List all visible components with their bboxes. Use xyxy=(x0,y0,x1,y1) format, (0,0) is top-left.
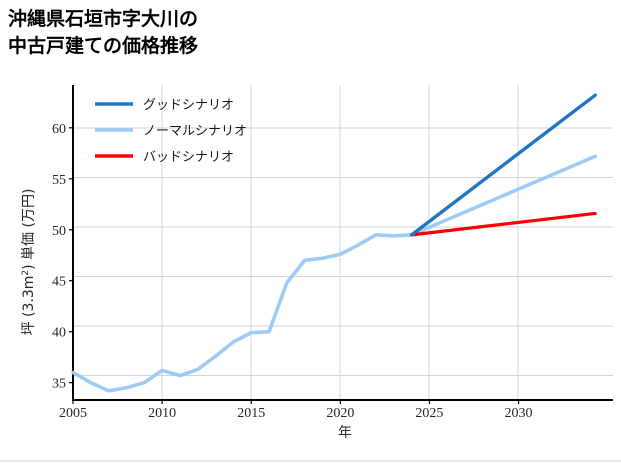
x-axis-title: 年 xyxy=(338,425,352,441)
y-axis-title-part1: 坪 (3.3m xyxy=(21,276,37,336)
chart-title-line1: 沖縄県石垣市字大川の xyxy=(8,9,199,30)
y-axis-title-part3: ) 単価 (万円) xyxy=(21,189,37,270)
chart-title: 沖縄県石垣市字大川の 中古戸建ての価格推移 xyxy=(8,6,608,60)
series-layer xyxy=(71,93,597,393)
x-tick-label-2005: 2005 xyxy=(59,406,87,421)
x-tick-label-2015: 2015 xyxy=(237,406,265,421)
series-line-bad xyxy=(410,211,597,237)
x-tick-label-2020: 2020 xyxy=(326,406,354,421)
legend-label-normal: ノーマルシナリオ xyxy=(143,124,247,139)
y-tick-label-35: 35 xyxy=(52,377,66,392)
y-tick-label-45: 45 xyxy=(52,275,66,290)
series-line-good xyxy=(409,93,597,237)
y-tick-label-60: 60 xyxy=(52,122,66,137)
y-tick-label-55: 55 xyxy=(52,173,66,188)
x-tick-label-2030: 2030 xyxy=(505,406,533,421)
series-line-normal xyxy=(71,154,597,393)
y-gridlines xyxy=(73,127,613,376)
chart-title-line2: 中古戸建ての価格推移 xyxy=(8,36,199,57)
legend-label-bad: バッドシナリオ xyxy=(143,150,234,165)
x-tick-label-2010: 2010 xyxy=(148,406,176,421)
y-tick-label-50: 50 xyxy=(52,224,66,239)
y-tick-labels: 35 40 45 50 55 60 xyxy=(52,122,73,392)
y-axis-title: 坪 (3.3m2) 単価 (万円) xyxy=(21,189,37,336)
y-tick-label-40: 40 xyxy=(52,326,66,341)
y-axis-title-superscript: 2 xyxy=(21,270,31,276)
legend-label-good: グッドシナリオ xyxy=(143,98,234,113)
x-tick-labels: 2005 2010 2015 2020 2025 2030 xyxy=(59,400,533,421)
chart-legend: グッドシナリオ ノーマルシナリオ バッドシナリオ xyxy=(95,98,247,165)
x-tick-label-2025: 2025 xyxy=(415,406,443,421)
x-gridlines xyxy=(161,85,519,400)
